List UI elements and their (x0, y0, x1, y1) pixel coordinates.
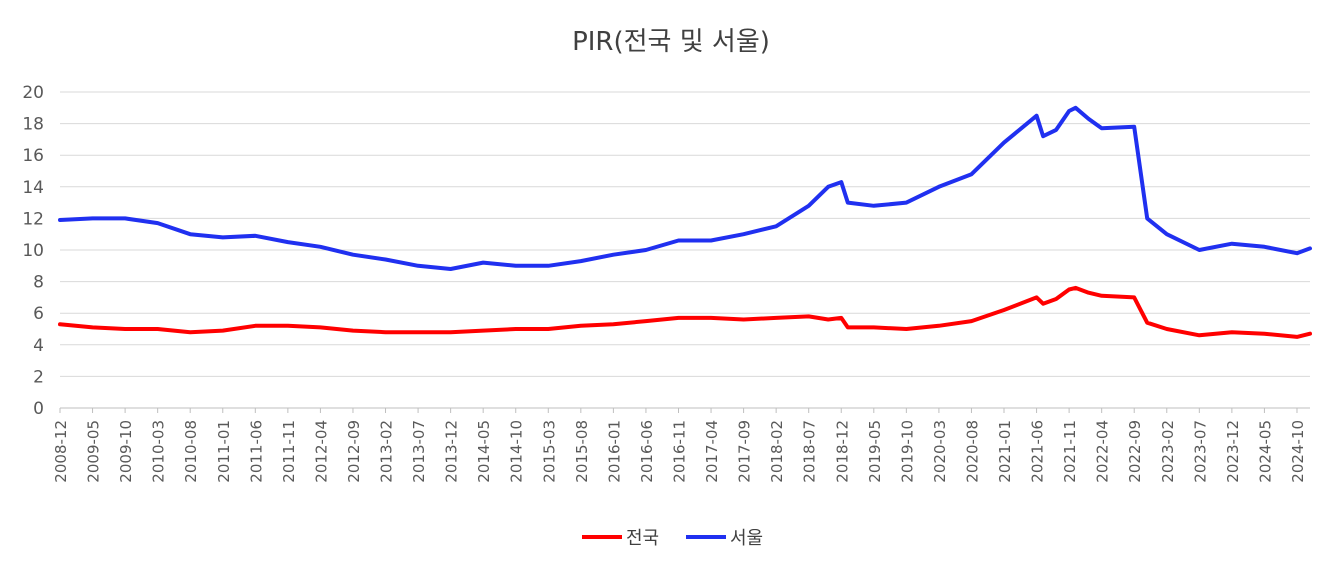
series-line-1 (58, 105, 1312, 271)
x-tick-label: 2013-02 (378, 420, 396, 483)
x-tick-label: 2011-06 (247, 420, 265, 483)
y-tick-label: 0 (33, 399, 44, 419)
y-tick-label: 2 (33, 367, 44, 387)
legend-label-1: 서울 (730, 528, 763, 549)
x-tick-label: 2024-05 (1256, 420, 1274, 483)
x-tick-label: 2014-10 (508, 420, 526, 483)
x-tick-label: 2018-02 (768, 420, 786, 483)
y-tick-label: 12 (22, 209, 44, 229)
x-tick-label: 2012-09 (345, 420, 363, 483)
x-tick-label: 2023-07 (1191, 420, 1209, 483)
x-tick-label: 2015-03 (540, 420, 558, 483)
x-tick-label: 2013-12 (443, 420, 461, 483)
x-tick-label: 2017-04 (703, 420, 721, 483)
x-tick-label: 2022-04 (1094, 420, 1112, 483)
x-tick-label: 2023-12 (1224, 420, 1242, 483)
y-tick-label: 18 (22, 115, 44, 135)
x-axis: 2008-12 2009-05 2009-10 2010-03 2010-08 2011-… (52, 407, 1310, 483)
y-tick-label: 8 (33, 273, 44, 293)
x-tick-label: 2021-11 (1061, 420, 1079, 483)
x-tick-label: 2009-05 (85, 420, 103, 483)
x-tick-label: 2016-01 (605, 420, 623, 483)
y-tick-label: 4 (33, 336, 44, 356)
x-tick-label: 2016-06 (638, 420, 656, 483)
x-tick-label: 2021-06 (1029, 420, 1047, 483)
x-tick-label: 2021-01 (996, 420, 1014, 483)
y-tick-label: 14 (22, 178, 44, 198)
x-tick-label: 2010-03 (150, 420, 168, 483)
x-tick-label: 2017-09 (736, 420, 754, 483)
legend: 전국 서울 (582, 528, 763, 549)
y-tick-label: 20 (22, 83, 44, 103)
x-tick-label: 2022-09 (1126, 420, 1144, 483)
x-tick-label: 2012-04 (312, 420, 330, 483)
series-line-0 (58, 285, 1312, 339)
y-tick-label: 6 (33, 304, 44, 324)
x-tick-label: 2010-08 (182, 420, 200, 483)
x-tick-label: 2014-05 (475, 420, 493, 483)
x-tick-label: 2013-07 (410, 420, 428, 483)
gridlines (60, 91, 1310, 409)
x-tick-label: 2011-11 (280, 420, 298, 483)
x-tick-label: 2020-03 (931, 420, 949, 483)
y-tick-label: 16 (22, 146, 44, 166)
legend-label-0: 전국 (626, 528, 659, 549)
x-tick-label: 2024-10 (1289, 420, 1307, 483)
chart-title: PIR(전국 및 서울) (572, 27, 770, 57)
x-tick-label: 2019-10 (898, 420, 916, 483)
x-tick-label: 2020-08 (963, 420, 981, 483)
x-tick-label: 2008-12 (52, 420, 70, 483)
y-axis: 0 2 4 6 8 10 12 14 16 18 20 (22, 83, 44, 419)
x-tick-label: 2023-02 (1159, 420, 1177, 483)
x-tick-label: 2011-01 (215, 420, 233, 483)
x-tick-label: 2019-05 (866, 420, 884, 483)
x-tick-label: 2018-12 (833, 420, 851, 483)
series-lines (58, 105, 1312, 339)
y-tick-label: 10 (22, 241, 44, 261)
x-tick-label: 2016-11 (670, 420, 688, 483)
x-tick-label: 2015-08 (573, 420, 591, 483)
x-tick-label: 2018-07 (801, 420, 819, 483)
x-tick-label: 2009-10 (117, 420, 135, 483)
